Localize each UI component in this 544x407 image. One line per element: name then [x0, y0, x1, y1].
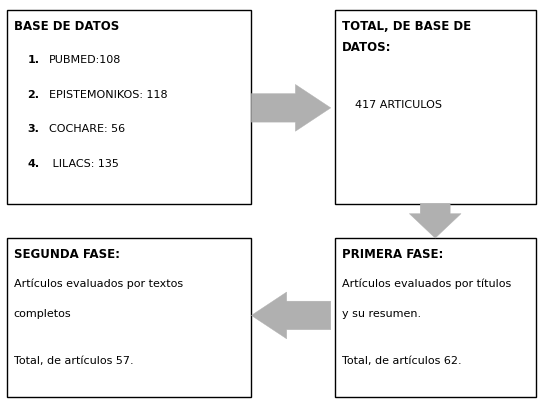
Text: 1.: 1. — [27, 55, 39, 65]
Text: 2.: 2. — [27, 90, 39, 100]
Bar — [7, 238, 251, 397]
Polygon shape — [251, 292, 331, 339]
Text: y su resumen.: y su resumen. — [342, 309, 421, 319]
Text: 3.: 3. — [27, 124, 39, 134]
Text: LILACS: 135: LILACS: 135 — [49, 159, 119, 169]
Polygon shape — [410, 204, 461, 238]
Text: SEGUNDA FASE:: SEGUNDA FASE: — [14, 248, 120, 261]
Text: Total, de artículos 57.: Total, de artículos 57. — [14, 356, 133, 366]
Text: Total, de artículos 62.: Total, de artículos 62. — [342, 356, 461, 366]
Text: TOTAL, DE BASE DE
DATOS:: TOTAL, DE BASE DE DATOS: — [342, 20, 471, 55]
Text: Artículos evaluados por textos: Artículos evaluados por textos — [14, 279, 183, 289]
Text: BASE DE DATOS: BASE DE DATOS — [14, 20, 119, 33]
Polygon shape — [251, 85, 331, 131]
Bar — [335, 10, 536, 204]
Text: 417 ARTICULOS: 417 ARTICULOS — [355, 100, 442, 110]
Text: PRIMERA FASE:: PRIMERA FASE: — [342, 248, 443, 261]
Text: PUBMED:108: PUBMED:108 — [49, 55, 121, 65]
Text: COCHARE: 56: COCHARE: 56 — [49, 124, 125, 134]
Bar — [335, 238, 536, 397]
Text: 4.: 4. — [27, 159, 39, 169]
Text: EPISTEMONIKOS: 118: EPISTEMONIKOS: 118 — [49, 90, 168, 100]
Bar — [7, 10, 251, 204]
Text: completos: completos — [14, 309, 71, 319]
Text: Artículos evaluados por títulos: Artículos evaluados por títulos — [342, 279, 511, 289]
